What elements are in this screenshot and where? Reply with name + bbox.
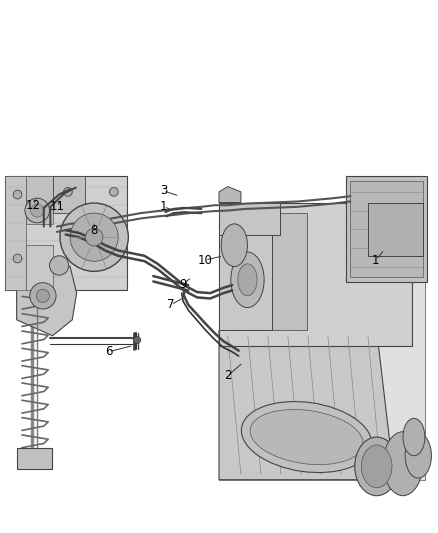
Ellipse shape xyxy=(238,264,257,296)
Polygon shape xyxy=(350,181,423,277)
Circle shape xyxy=(134,336,141,344)
Text: 1: 1 xyxy=(372,254,380,266)
Text: 11: 11 xyxy=(49,200,64,213)
Text: 6: 6 xyxy=(105,345,113,358)
Polygon shape xyxy=(219,213,307,330)
Text: 9: 9 xyxy=(179,278,187,290)
Text: 12: 12 xyxy=(26,199,41,212)
Polygon shape xyxy=(5,176,26,290)
Polygon shape xyxy=(219,203,412,346)
Ellipse shape xyxy=(231,252,264,308)
Polygon shape xyxy=(219,224,272,330)
Circle shape xyxy=(49,256,69,275)
Circle shape xyxy=(110,188,118,196)
Circle shape xyxy=(64,188,72,196)
Circle shape xyxy=(70,213,118,261)
Text: 7: 7 xyxy=(167,298,175,311)
Polygon shape xyxy=(17,266,77,336)
Polygon shape xyxy=(219,203,280,235)
Polygon shape xyxy=(26,245,53,290)
Text: 10: 10 xyxy=(198,254,212,266)
Circle shape xyxy=(31,204,44,217)
Polygon shape xyxy=(5,176,127,290)
Circle shape xyxy=(25,198,49,223)
Circle shape xyxy=(13,254,22,263)
Ellipse shape xyxy=(250,409,363,465)
Polygon shape xyxy=(53,176,85,213)
Ellipse shape xyxy=(221,224,247,266)
Polygon shape xyxy=(26,176,53,224)
Polygon shape xyxy=(17,448,52,469)
Ellipse shape xyxy=(241,401,372,473)
Polygon shape xyxy=(219,330,394,480)
Circle shape xyxy=(60,203,128,271)
Text: 8: 8 xyxy=(91,224,98,237)
Polygon shape xyxy=(219,203,425,480)
Circle shape xyxy=(30,282,56,309)
Circle shape xyxy=(36,289,49,302)
Ellipse shape xyxy=(361,445,392,488)
Polygon shape xyxy=(346,176,427,282)
Circle shape xyxy=(13,190,22,199)
Ellipse shape xyxy=(405,433,431,478)
Text: 2: 2 xyxy=(224,369,232,382)
Polygon shape xyxy=(368,203,423,256)
Circle shape xyxy=(85,229,103,246)
Polygon shape xyxy=(219,187,241,203)
Ellipse shape xyxy=(403,418,425,456)
Ellipse shape xyxy=(383,432,423,496)
Text: 1: 1 xyxy=(159,200,167,213)
Text: 3: 3 xyxy=(160,184,167,197)
Ellipse shape xyxy=(355,437,399,496)
